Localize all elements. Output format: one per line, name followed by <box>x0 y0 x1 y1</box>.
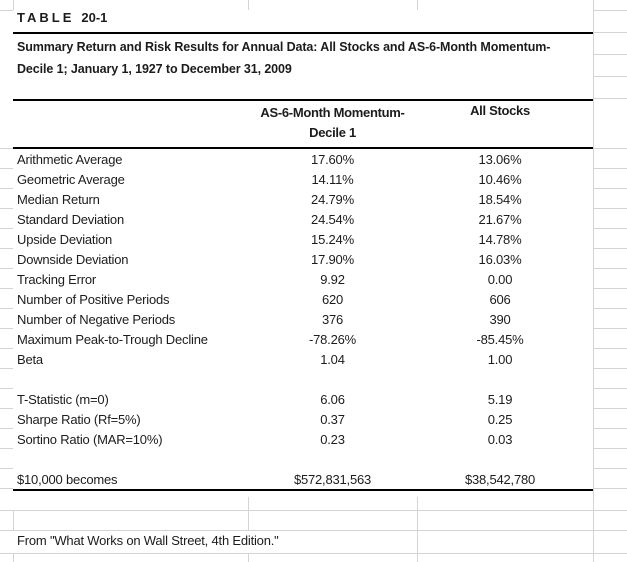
row-value-momentum: 620 <box>321 291 344 307</box>
row-value-all-stocks: 16.03% <box>478 251 522 267</box>
row-value-momentum: 24.79% <box>311 191 354 207</box>
column-header-momentum-line2: Decile 1 <box>309 125 356 140</box>
row-label: Number of Positive Periods <box>17 291 170 307</box>
table-row: Upside Deviation 15.24% 14.78% <box>0 229 593 249</box>
column-header-momentum-line1: AS-6-Month Momentum- <box>260 105 405 120</box>
row-value-momentum: 14.11% <box>311 171 354 187</box>
row-value-all-stocks: 0.00 <box>487 271 513 287</box>
row-value-all-stocks: 21.67% <box>478 211 522 227</box>
table-row: $10,000 becomes $572,831,563 $38,542,780 <box>0 469 593 489</box>
table-row: T-Statistic (m=0) 6.06 5.19 <box>0 389 593 409</box>
row-value-all-stocks: $38,542,780 <box>464 471 536 487</box>
rule-below-header <box>13 147 593 149</box>
row-label: Number of Negative Periods <box>17 311 176 327</box>
table-num: 20-1 <box>81 10 108 25</box>
table-body: Arithmetic Average 17.60% 13.06% Geometric… <box>0 149 593 489</box>
table-word: TABLE <box>17 10 75 25</box>
row-label: Tracking Error <box>17 271 97 287</box>
column-header-momentum: AS-6-Month Momentum- Decile 1 <box>248 103 417 143</box>
row-value-momentum: 17.90% <box>311 251 354 267</box>
row-value-momentum: 24.54% <box>311 211 354 227</box>
row-value-momentum: 9.92 <box>320 271 345 287</box>
row-label: Standard Deviation <box>17 211 124 227</box>
row-label: Upside Deviation <box>17 231 113 247</box>
table-row: Median Return 24.79% 18.54% <box>0 189 593 209</box>
row-label: Sharpe Ratio (Rf=5%) <box>17 411 141 427</box>
row-value-all-stocks: 14.78% <box>478 231 522 247</box>
row-value-momentum: 6.06 <box>320 391 345 407</box>
row-label: Sortino Ratio (MAR=10%) <box>17 431 163 447</box>
table-row: Arithmetic Average 17.60% 13.06% <box>0 149 593 169</box>
rule-above-footer <box>13 489 593 491</box>
row-value-momentum: 0.37 <box>320 411 345 427</box>
row-label: T-Statistic (m=0) <box>17 391 109 407</box>
row-value-all-stocks: 0.25 <box>487 411 513 427</box>
table-title: Summary Return and Risk Results for Annu… <box>17 36 550 80</box>
table-row: Sortino Ratio (MAR=10%) 0.23 0.03 <box>0 429 593 449</box>
table-row: Number of Negative Periods 376 390 <box>0 309 593 329</box>
row-label: Median Return <box>17 191 100 207</box>
table-row: Downside Deviation 17.90% 16.03% <box>0 249 593 269</box>
row-label: Arithmetic Average <box>17 151 123 167</box>
blank-row <box>0 449 593 469</box>
source-note: From "What Works on Wall Street, 4th Edi… <box>17 533 279 548</box>
table-row: Geometric Average 14.11% 10.46% <box>0 169 593 189</box>
row-value-all-stocks: 606 <box>489 291 511 307</box>
row-label: Geometric Average <box>17 171 125 187</box>
row-value-all-stocks: 1.00 <box>487 351 513 367</box>
table-row: Tracking Error 9.92 0.00 <box>0 269 593 289</box>
row-value-all-stocks: 18.54% <box>478 191 522 207</box>
table-row: Maximum Peak-to-Trough Decline -78.26% -85… <box>0 329 593 349</box>
table-row: Sharpe Ratio (Rf=5%) 0.37 0.25 <box>0 409 593 429</box>
row-label: Downside Deviation <box>17 251 129 267</box>
row-label: Beta <box>17 351 43 367</box>
row-value-momentum: 1.04 <box>320 351 345 367</box>
row-value-momentum: 376 <box>321 311 344 327</box>
table-row: Beta 1.04 1.00 <box>0 349 593 369</box>
table-row: Standard Deviation 24.54% 21.67% <box>0 209 593 229</box>
title-line-2: Decile 1; January 1, 1927 to December 31… <box>17 62 292 76</box>
row-label: Maximum Peak-to-Trough Decline <box>17 331 208 347</box>
rule-above-header <box>13 99 593 101</box>
row-value-momentum: 17.60% <box>311 151 354 167</box>
title-line-1: Summary Return and Risk Results for Annu… <box>17 40 551 54</box>
row-value-momentum: -78.26% <box>308 331 357 347</box>
rule-under-table-label <box>13 32 593 34</box>
row-value-all-stocks: 13.06% <box>478 151 522 167</box>
row-label: $10,000 becomes <box>17 471 118 487</box>
row-value-momentum: $572,831,563 <box>293 471 372 487</box>
row-value-momentum: 0.23 <box>320 431 345 447</box>
row-value-all-stocks: -85.45% <box>476 331 524 347</box>
row-value-all-stocks: 390 <box>489 311 511 327</box>
table-row: Number of Positive Periods 620 606 <box>0 289 593 309</box>
row-value-momentum: 15.24% <box>311 231 354 247</box>
row-value-all-stocks: 0.03 <box>487 431 513 447</box>
table-number-label: TABLE 20-1 <box>17 10 107 25</box>
row-value-all-stocks: 5.19 <box>487 391 513 407</box>
row-value-all-stocks: 10.46% <box>478 171 522 187</box>
column-header-all-stocks: All Stocks <box>470 103 530 118</box>
blank-row <box>0 369 593 389</box>
